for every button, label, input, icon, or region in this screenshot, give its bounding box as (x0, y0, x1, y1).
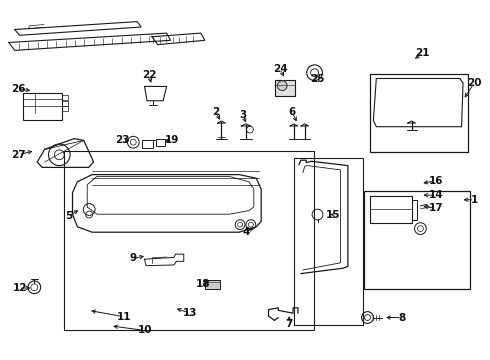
Text: 16: 16 (429, 176, 443, 186)
Bar (156, 139, 165, 146)
Text: 5: 5 (65, 211, 72, 221)
Text: 9: 9 (130, 253, 137, 264)
Text: 10: 10 (138, 325, 152, 336)
Text: 8: 8 (398, 312, 405, 323)
Bar (62, 106, 68, 111)
Text: 1: 1 (471, 195, 478, 205)
Text: 13: 13 (183, 308, 197, 318)
Bar (294, 158, 363, 325)
Text: 6: 6 (289, 107, 295, 117)
Bar (364, 191, 470, 289)
Text: 3: 3 (240, 110, 246, 120)
Text: 2: 2 (212, 107, 219, 117)
Text: 12: 12 (12, 283, 27, 293)
Text: 27: 27 (11, 150, 26, 160)
Bar (64, 151, 314, 330)
Circle shape (277, 81, 287, 91)
Text: 25: 25 (310, 74, 325, 84)
Bar (23, 93, 62, 120)
Text: 14: 14 (429, 190, 443, 200)
Text: 20: 20 (467, 78, 482, 88)
Text: 26: 26 (11, 84, 26, 94)
Text: 21: 21 (415, 48, 430, 58)
Bar (142, 140, 153, 148)
Bar (275, 80, 295, 96)
Text: 19: 19 (165, 135, 180, 145)
Text: 17: 17 (429, 203, 443, 213)
Text: 24: 24 (273, 64, 288, 74)
Text: 15: 15 (326, 210, 341, 220)
Bar (62, 101, 68, 106)
Text: 22: 22 (142, 70, 156, 80)
Bar (62, 95, 68, 100)
Bar (370, 74, 468, 152)
Bar (205, 280, 220, 289)
Text: 11: 11 (117, 312, 132, 322)
Text: 7: 7 (285, 319, 293, 329)
Text: 18: 18 (196, 279, 210, 289)
Text: 23: 23 (115, 135, 130, 145)
Text: 4: 4 (242, 227, 250, 237)
